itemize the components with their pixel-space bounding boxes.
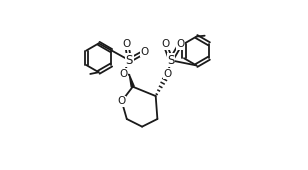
Text: O: O	[123, 39, 131, 49]
Polygon shape	[129, 75, 134, 87]
Text: S: S	[126, 54, 133, 67]
Text: O: O	[119, 69, 128, 79]
Text: O: O	[176, 39, 184, 49]
Text: S: S	[167, 54, 175, 67]
Text: O: O	[140, 47, 149, 57]
Text: O: O	[118, 96, 126, 106]
Text: O: O	[164, 69, 172, 79]
Text: O: O	[161, 39, 169, 49]
